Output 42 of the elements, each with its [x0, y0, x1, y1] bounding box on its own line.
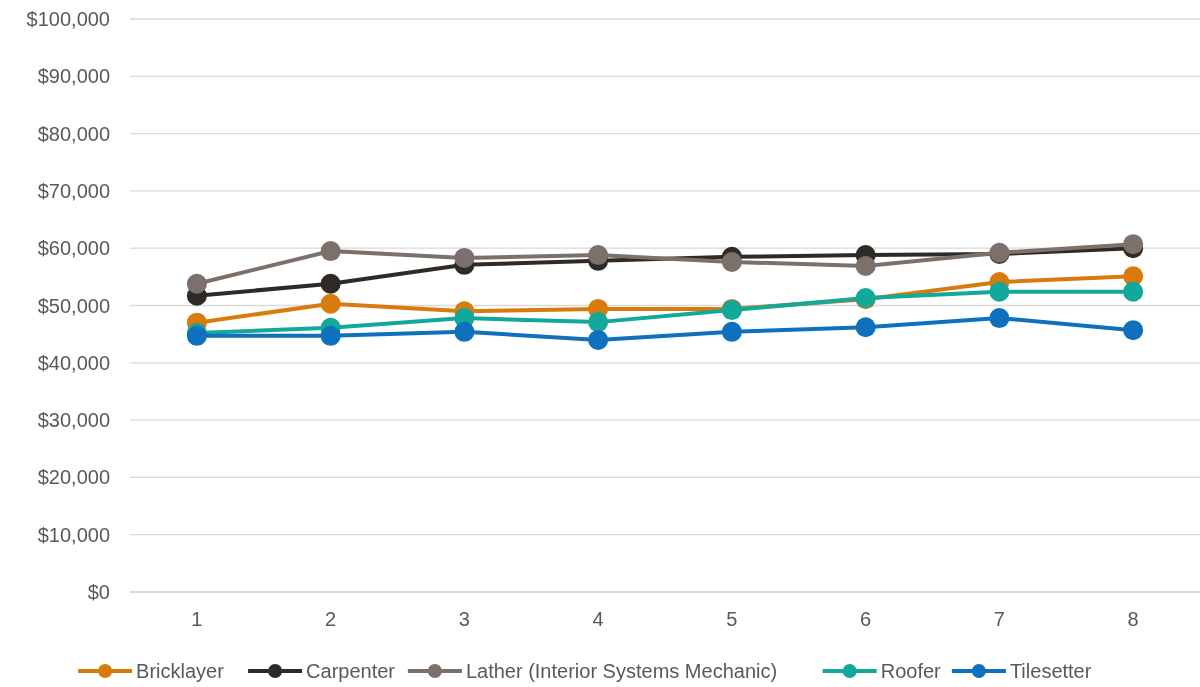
legend-label: Tilesetter — [1009, 660, 1092, 682]
point — [1123, 320, 1144, 341]
point — [320, 293, 341, 314]
point — [989, 281, 1010, 302]
y-tick-label: $20,000 — [37, 466, 110, 489]
legend-label: Roofer — [880, 660, 942, 682]
point — [588, 329, 609, 350]
point — [454, 247, 475, 268]
x-tick-label: 2 — [325, 608, 337, 630]
x-tick-label: 8 — [1127, 608, 1139, 630]
y-tick-label: $70,000 — [37, 179, 110, 202]
x-tick-label: 6 — [860, 608, 872, 630]
point — [320, 325, 341, 346]
y-tick-label: $40,000 — [37, 351, 110, 374]
y-tick-label: $80,000 — [37, 122, 110, 145]
point — [588, 312, 609, 333]
point — [855, 317, 876, 338]
x-tick-label: 5 — [726, 608, 738, 630]
point — [186, 273, 207, 294]
y-tick-label: $50,000 — [37, 294, 110, 317]
point — [588, 245, 609, 266]
point — [721, 251, 742, 272]
y-tick-label: $30,000 — [37, 409, 110, 432]
y-tick-label: $100,000 — [26, 8, 110, 30]
point — [1123, 281, 1144, 302]
y-tick-label: $90,000 — [37, 65, 110, 88]
point — [721, 321, 742, 342]
legend-label: Lather (Interior Systems Mechanic) — [465, 660, 778, 682]
y-tick-label: $60,000 — [37, 237, 110, 260]
point — [989, 308, 1010, 329]
point — [320, 273, 341, 294]
legend-label: Bricklayer — [136, 660, 225, 682]
legend-label: Carpenter — [306, 660, 396, 682]
y-tick-label: $0 — [87, 581, 110, 603]
x-tick-label: 7 — [993, 608, 1005, 630]
x-tick-label: 1 — [191, 608, 203, 630]
x-tick-label: 3 — [458, 608, 470, 630]
x-tick-label: 4 — [592, 608, 604, 630]
point — [855, 255, 876, 276]
point — [454, 321, 475, 342]
y-tick-label: $10,000 — [37, 523, 110, 546]
point — [320, 241, 341, 262]
